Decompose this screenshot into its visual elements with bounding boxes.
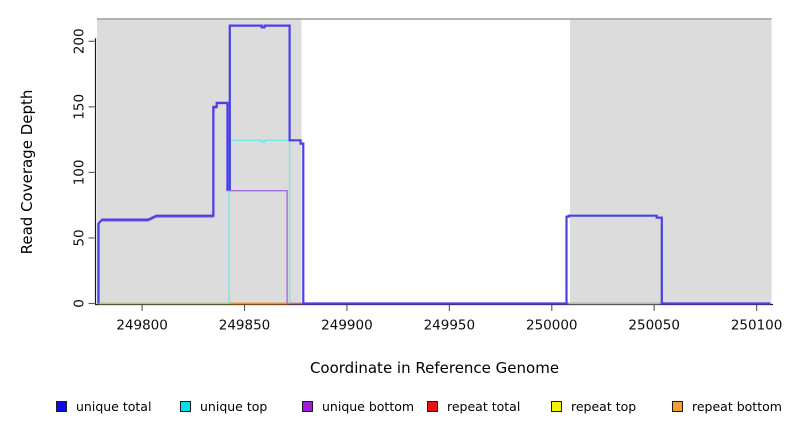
x-tick-label: 249950 [424,318,476,334]
y-tick-label: 50 [72,229,88,246]
legend-swatch-icon [56,400,67,412]
legend-swatch-icon [427,400,438,412]
shaded-region [97,19,302,304]
x-axis-title: Coordinate in Reference Genome [309,359,560,377]
series-unique-top [228,139,291,304]
x-tick-label: 249900 [321,318,373,334]
shaded-region [570,19,772,304]
x-tick-label: 250100 [731,318,783,334]
legend-item-unique-bottom: unique bottom [302,398,414,414]
legend-item-unique-top: unique top [180,398,267,414]
legend-item-unique-total: unique total [56,398,151,414]
legend-swatch-icon [302,400,313,412]
legend-label: unique top [200,398,268,414]
legend-label: repeat total [447,398,521,414]
y-tick-label: 0 [72,299,88,308]
x-tick-label: 249800 [116,318,168,334]
legend-label: repeat top [571,398,637,414]
legend-label: unique bottom [322,398,415,414]
legend-label: unique total [76,398,152,414]
series-unique-bottom [97,102,771,305]
legend-swatch-icon [672,400,683,412]
legend-item-repeat-total: repeat total [427,398,520,414]
series-unique-total [97,24,771,305]
y-axis-title: Read Coverage Depth [18,89,36,255]
x-tick-label: 249850 [219,318,271,334]
legend: unique total unique top unique bottom repea… [0,398,792,418]
y-tick-label: 100 [72,160,88,186]
legend-swatch-icon [551,400,562,412]
legend-item-repeat-top: repeat top [551,398,636,414]
y-tick-label: 150 [72,94,88,120]
y-tick-label: 200 [72,28,88,54]
x-tick-label: 250050 [628,318,680,334]
x-tick-label: 250000 [526,318,578,334]
legend-item-repeat-bottom: repeat bottom [672,398,782,414]
legend-swatch-icon [180,400,191,412]
legend-label: repeat bottom [692,398,782,414]
